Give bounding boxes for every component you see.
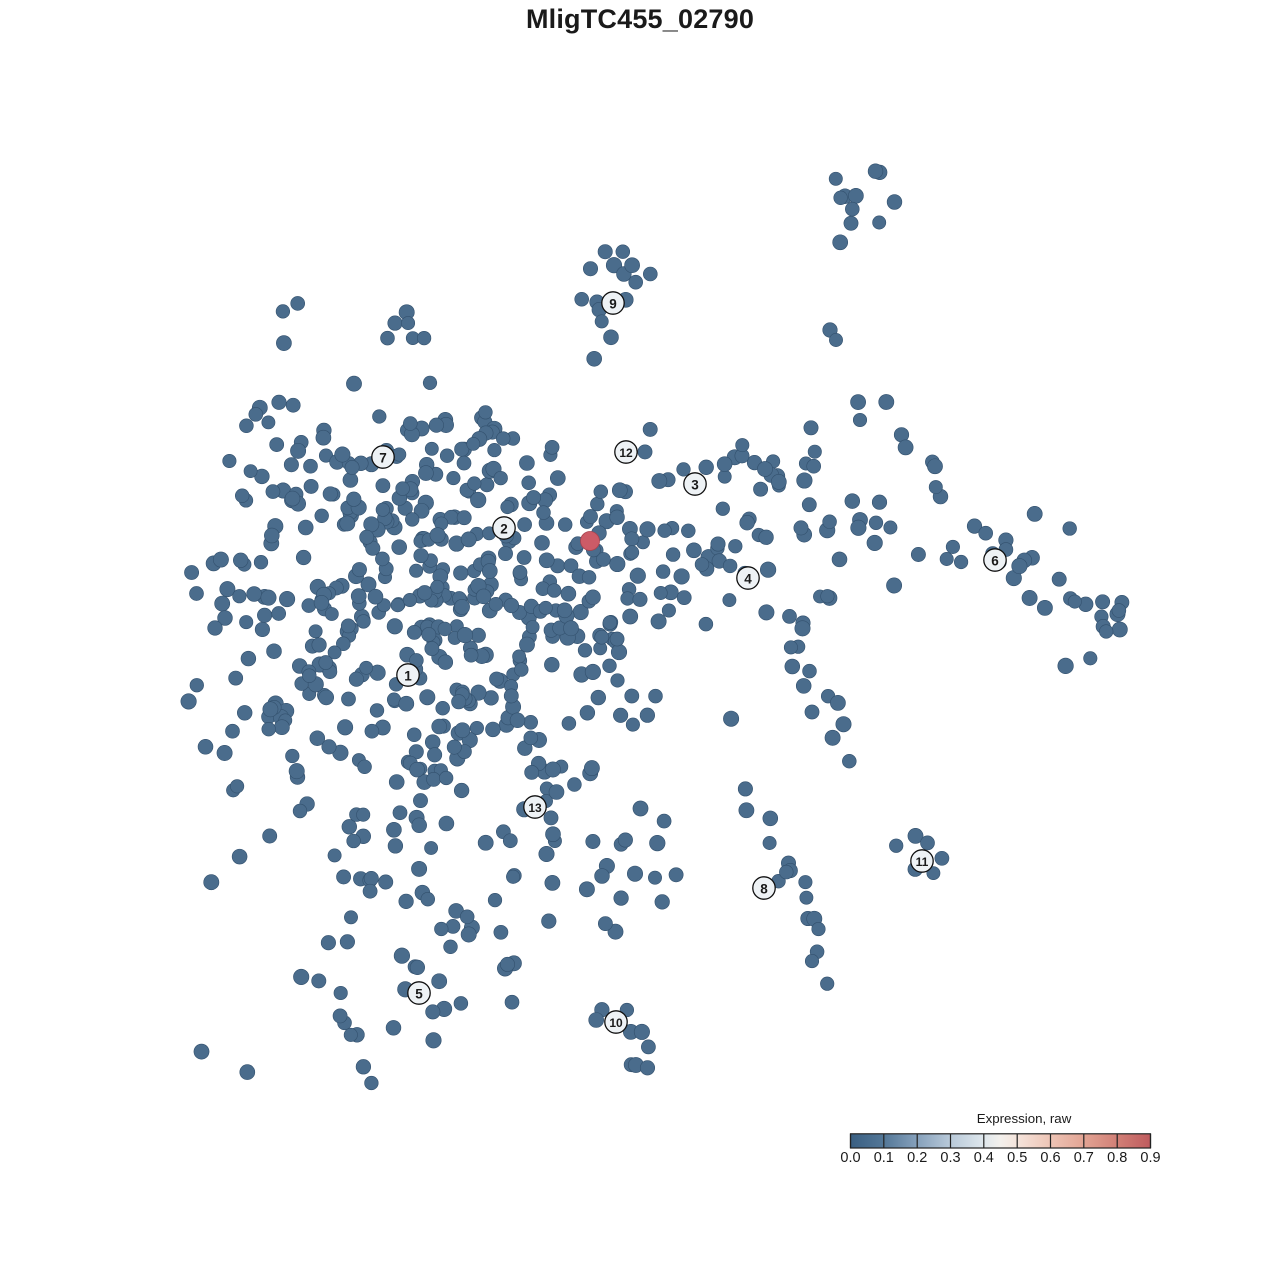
svg-text:3: 3 [691, 478, 699, 493]
svg-text:10: 10 [609, 1016, 623, 1030]
svg-text:0.2: 0.2 [907, 1150, 927, 1166]
svg-text:0.3: 0.3 [940, 1150, 960, 1166]
svg-text:13: 13 [528, 801, 542, 815]
svg-text:0.1: 0.1 [874, 1150, 894, 1166]
svg-text:6: 6 [991, 554, 999, 569]
svg-text:1: 1 [404, 669, 412, 684]
svg-text:8: 8 [760, 882, 768, 897]
svg-text:0.6: 0.6 [1040, 1150, 1060, 1166]
svg-text:5: 5 [415, 987, 423, 1002]
svg-text:9: 9 [609, 297, 617, 312]
svg-text:2: 2 [500, 522, 508, 537]
svg-text:0.7: 0.7 [1074, 1150, 1094, 1166]
svg-text:4: 4 [744, 572, 752, 587]
svg-text:11: 11 [916, 855, 929, 869]
svg-text:0.8: 0.8 [1107, 1150, 1127, 1166]
svg-text:7: 7 [379, 451, 387, 466]
svg-text:0.9: 0.9 [1140, 1150, 1160, 1166]
svg-text:0.0: 0.0 [840, 1150, 860, 1166]
svg-text:0.5: 0.5 [1007, 1150, 1027, 1166]
svg-text:Expression, raw: Expression, raw [977, 1111, 1072, 1126]
svg-text:0.4: 0.4 [974, 1150, 994, 1166]
svg-text:12: 12 [619, 446, 633, 460]
